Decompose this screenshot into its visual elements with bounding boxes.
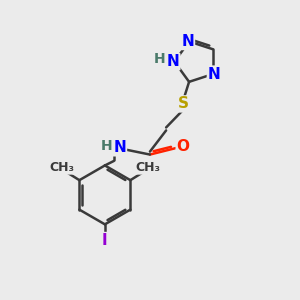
Text: N: N [181,34,194,49]
Text: H: H [153,52,165,66]
Text: N: N [167,54,179,69]
Text: I: I [102,233,108,248]
Text: N: N [113,140,126,155]
Text: N: N [208,67,220,82]
Text: S: S [178,96,189,111]
Text: O: O [177,139,190,154]
Text: CH₃: CH₃ [49,161,74,174]
Text: H: H [100,139,112,153]
Text: CH₃: CH₃ [136,161,160,174]
